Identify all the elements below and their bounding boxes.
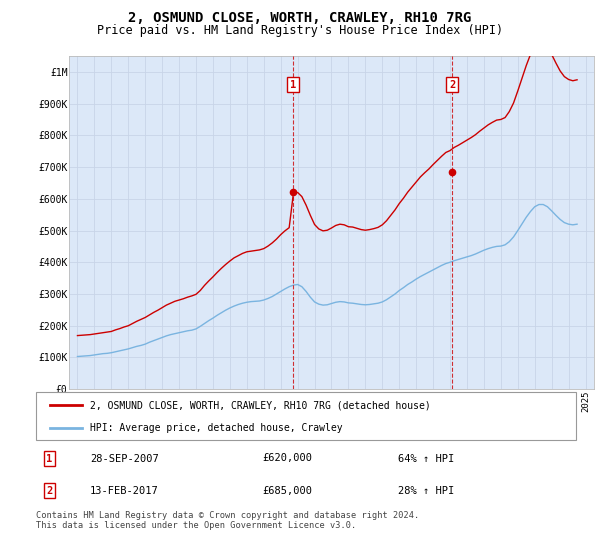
Text: 2: 2 xyxy=(46,486,53,496)
Text: Price paid vs. HM Land Registry's House Price Index (HPI): Price paid vs. HM Land Registry's House … xyxy=(97,24,503,36)
Text: 1: 1 xyxy=(290,80,296,90)
Text: £685,000: £685,000 xyxy=(263,486,313,496)
Text: 1: 1 xyxy=(46,454,53,464)
Text: 64% ↑ HPI: 64% ↑ HPI xyxy=(398,454,454,464)
Text: £620,000: £620,000 xyxy=(263,454,313,464)
Text: 28-SEP-2007: 28-SEP-2007 xyxy=(90,454,159,464)
Text: 2, OSMUND CLOSE, WORTH, CRAWLEY, RH10 7RG (detached house): 2, OSMUND CLOSE, WORTH, CRAWLEY, RH10 7R… xyxy=(90,400,431,410)
Text: HPI: Average price, detached house, Crawley: HPI: Average price, detached house, Craw… xyxy=(90,423,343,433)
Text: 2, OSMUND CLOSE, WORTH, CRAWLEY, RH10 7RG: 2, OSMUND CLOSE, WORTH, CRAWLEY, RH10 7R… xyxy=(128,11,472,25)
Text: 28% ↑ HPI: 28% ↑ HPI xyxy=(398,486,454,496)
Text: Contains HM Land Registry data © Crown copyright and database right 2024.
This d: Contains HM Land Registry data © Crown c… xyxy=(36,511,419,530)
Text: 2: 2 xyxy=(449,80,455,90)
Text: 13-FEB-2017: 13-FEB-2017 xyxy=(90,486,159,496)
